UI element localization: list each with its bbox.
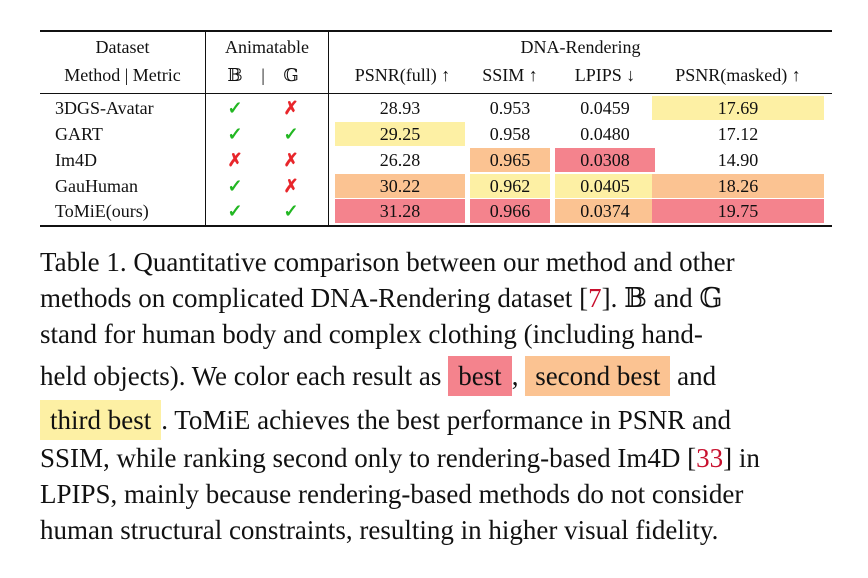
table-cell: 0.0405	[555, 175, 655, 197]
header-dataset: Dataset	[40, 36, 205, 58]
caption-text: and	[677, 361, 716, 391]
header-method-metric: Method | Metric	[40, 64, 205, 86]
cross-icon: ✗	[276, 97, 306, 119]
method-name: Im4D	[55, 149, 205, 171]
caption-text: ] in	[723, 443, 760, 473]
method-name: ToMiE(ours)	[55, 200, 205, 222]
table-cell: 0.958	[470, 123, 550, 145]
table-cell: 14.90	[652, 149, 824, 171]
top-rule	[40, 30, 832, 32]
check-icon: ✓	[220, 97, 250, 119]
caption-text: held objects). We color each result as	[40, 361, 441, 391]
table-cell: 0.966	[470, 200, 550, 222]
bottom-rule	[40, 225, 832, 227]
check-icon: ✓	[220, 200, 250, 222]
caption-line-2: methods on complicated DNA-Rendering dat…	[40, 280, 828, 316]
method-name: GART	[55, 123, 205, 145]
column-divider	[328, 32, 329, 225]
header-rule	[40, 93, 832, 94]
table-cell: 17.12	[652, 123, 824, 145]
table-cell: 0.0374	[555, 200, 655, 222]
cross-icon: ✗	[220, 149, 250, 171]
caption-text: ,	[512, 361, 519, 391]
check-icon: ✓	[220, 175, 250, 197]
header-body-symbol: 𝔹	[220, 64, 250, 86]
caption-text: SSIM, while ranking second only to rende…	[40, 443, 696, 473]
method-name: GauHuman	[55, 175, 205, 197]
legend-third-best: third best	[40, 400, 161, 440]
caption-text: methods on complicated DNA-Rendering dat…	[40, 283, 588, 313]
caption-line-4: held objects). We color each result as b…	[40, 356, 828, 396]
table-cell: 28.93	[335, 97, 465, 119]
table-cell: 26.28	[335, 149, 465, 171]
header-psnr-full: PSNR(full) ↑	[335, 64, 470, 86]
table-cell: 0.953	[470, 97, 550, 119]
legend-second-best: second best	[525, 356, 670, 396]
cross-icon: ✗	[276, 149, 306, 171]
cross-icon: ✗	[276, 175, 306, 197]
check-icon: ✓	[276, 123, 306, 145]
table-cell: 0.0308	[555, 149, 655, 171]
caption-line-3: stand for human body and complex clothin…	[40, 316, 828, 352]
table-cell: 18.26	[652, 175, 824, 197]
header-lpips: LPIPS ↓	[555, 64, 655, 86]
table-cell: 30.22	[335, 175, 465, 197]
citation-link[interactable]: 33	[696, 443, 723, 473]
method-name: 3DGS-Avatar	[55, 97, 205, 119]
table-cell: 29.25	[335, 123, 465, 145]
header-animatable: Animatable	[206, 36, 328, 58]
table-cell: 0.0480	[555, 123, 655, 145]
header-clothing-symbol: 𝔾	[276, 64, 306, 86]
table-cell: 0.0459	[555, 97, 655, 119]
check-icon: ✓	[220, 123, 250, 145]
results-table: Dataset Method | Metric Animatable 𝔹 | 𝔾…	[40, 30, 832, 227]
header-ssim: SSIM ↑	[470, 64, 550, 86]
caption-line-6: SSIM, while ranking second only to rende…	[40, 440, 828, 476]
caption-line-8: human structural constraints, resulting …	[40, 512, 828, 548]
table-cell: 19.75	[652, 200, 824, 222]
header-psnr-masked: PSNR(masked) ↑	[652, 64, 824, 86]
legend-best: best	[448, 356, 512, 396]
header-separator: |	[252, 64, 274, 86]
table-cell: 0.965	[470, 149, 550, 171]
table-cell: 17.69	[652, 97, 824, 119]
table-cell: 0.962	[470, 175, 550, 197]
caption-text: . ToMiE achieves the best performance in…	[161, 405, 731, 435]
header-dna-rendering: DNA-Rendering	[329, 36, 832, 58]
caption-line-1: Table 1. Quantitative comparison between…	[40, 244, 828, 280]
caption-text: ]. 𝔹 and 𝔾	[602, 283, 723, 313]
column-divider	[205, 32, 206, 225]
check-icon: ✓	[276, 200, 306, 222]
table-cell: 31.28	[335, 200, 465, 222]
caption-line-5: third best. ToMiE achieves the best perf…	[40, 400, 828, 440]
citation-link[interactable]: 7	[588, 283, 602, 313]
caption-line-7: LPIPS, mainly because rendering-based me…	[40, 476, 828, 512]
